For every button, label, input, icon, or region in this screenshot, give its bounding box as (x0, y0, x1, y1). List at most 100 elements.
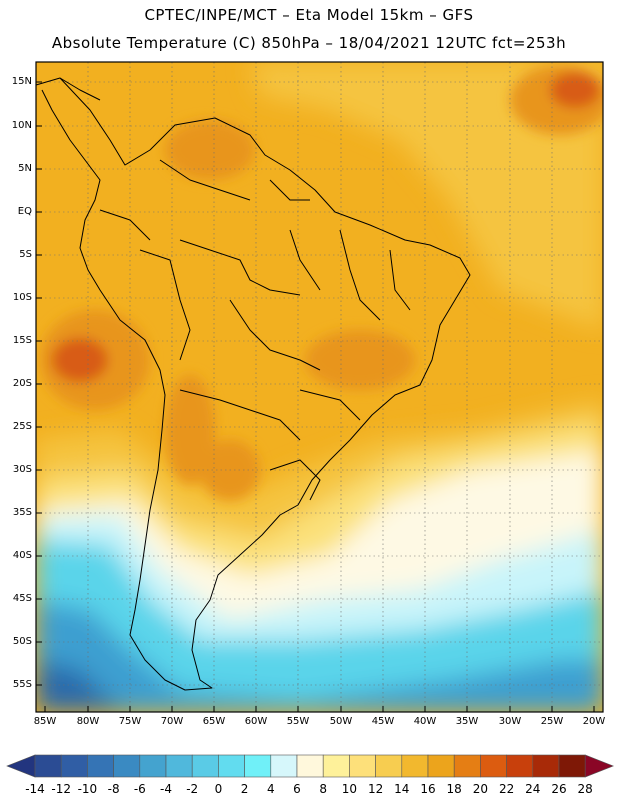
colorbar-tick-label: 10 (341, 782, 358, 796)
colorbar-swatch (453, 754, 481, 778)
colorbar-tick-label: -2 (186, 782, 199, 796)
lat-lon-grid (36, 62, 603, 712)
lat-label-5s: 5S (19, 249, 32, 260)
colorbar-swatch (480, 754, 507, 778)
colorbar-tick-label: 22 (498, 782, 515, 796)
colorbar-swatch (34, 754, 62, 778)
colorbar-tick-label: 20 (472, 782, 489, 796)
colorbar-tick-label: 24 (525, 782, 541, 796)
colorbar-tick-label: 8 (319, 782, 327, 796)
lat-label-45s: 45S (12, 593, 32, 604)
colorbar-tick-label: 12 (367, 782, 384, 796)
border-brazil-west (179, 239, 301, 296)
lat-label-35s: 35S (12, 507, 32, 518)
border-guianas (269, 179, 310, 201)
lat-label-10n: 10N (11, 120, 32, 131)
lon-label-65w: 65W (202, 716, 226, 727)
colorbar-tick-label: -4 (160, 782, 172, 796)
colorbar-swatch (296, 754, 324, 778)
colorbar-tick-label: -10 (77, 782, 98, 796)
lon-label-80w: 80W (76, 716, 100, 727)
colorbar-swatch (401, 754, 429, 778)
colorbar-swatch (349, 754, 376, 778)
lon-label-25w: 25W (540, 716, 564, 727)
border-peru-ecuador (99, 209, 151, 241)
temperature-field (36, 62, 603, 712)
lat-label-50s: 50S (12, 636, 32, 647)
lon-label-85w: 85W (33, 716, 57, 727)
colorbar-tick-label: 18 (446, 782, 462, 796)
lon-label-45w: 45W (371, 716, 395, 727)
colorbar-swatch (113, 754, 141, 778)
colorbar-tick-label: 16 (420, 782, 436, 796)
border-uruguay (269, 459, 321, 501)
colorbar-swatch (558, 754, 586, 778)
field-warm-core-venezuela (165, 120, 255, 180)
lat-label-20s: 20S (12, 378, 32, 389)
border-bolivia-paraguay (229, 299, 321, 371)
colorbar-tick-label: 2 (240, 782, 249, 796)
border-brazil-states-3 (389, 249, 411, 311)
colorbar-swatch (270, 754, 298, 778)
coastline-central-america (35, 77, 101, 101)
lon-label-30w: 30W (498, 716, 522, 727)
lon-label-50w: 50W (329, 716, 353, 727)
field-blue (36, 600, 603, 712)
colorbar-swatch (532, 754, 560, 778)
colorbar-swatch (218, 754, 245, 778)
colorbar-tick-label: 0 (214, 782, 223, 796)
colorbar-tick-label: -8 (107, 782, 120, 796)
border-colombia-venezuela (159, 159, 251, 201)
colorbar-swatch (375, 754, 403, 778)
colorbar-tick-label: -12 (51, 782, 71, 796)
colorbar-tick-label: 28 (577, 782, 593, 796)
title-line-1: CPTEC/INPE/MCT – Eta Model 15km – GFS (144, 6, 474, 24)
field-dark-blue (36, 660, 130, 712)
lon-label-70w: 70W (160, 716, 184, 727)
border-brazil-states-4 (299, 389, 361, 421)
colorbar-swatch (191, 754, 219, 778)
colorbar-tick-label: -14 (25, 782, 45, 796)
border-brazil-states-2 (289, 229, 321, 291)
border-argentina (179, 389, 301, 441)
lon-label-55w: 55W (286, 716, 310, 727)
border-andes (139, 249, 191, 361)
colorbar-tick-label: 14 (394, 782, 410, 796)
field-warm-core-andes (165, 375, 215, 485)
lat-label-10s: 10S (12, 292, 32, 303)
field-hot-core-northeast (550, 72, 600, 108)
lat-label-30s: 30S (12, 464, 32, 475)
border-brazil-states-1 (339, 229, 381, 321)
lat-label-55s: 55S (12, 679, 32, 690)
lon-label-75w: 75W (118, 716, 142, 727)
field-warm-core-brazil (305, 330, 415, 390)
lon-label-40w: 40W (413, 716, 437, 727)
coastlines (35, 77, 471, 691)
axis-ticks (36, 81, 595, 712)
colorbar-swatch (506, 754, 534, 778)
colorbar-swatch (322, 754, 350, 778)
lon-label-60w: 60W (244, 716, 268, 727)
lat-label-eq: EQ (17, 206, 32, 217)
colorbar-tick-label: 26 (551, 782, 567, 796)
lat-label-5n: 5N (18, 163, 32, 174)
map-frame (35, 61, 604, 713)
field-light-orange-north (250, 62, 603, 330)
colorbar-swatch (427, 754, 455, 778)
lon-label-20w: 20W (582, 716, 606, 727)
lat-label-15n: 15N (11, 76, 32, 87)
colorbar-tick-label: 4 (266, 782, 275, 796)
lat-label-40s: 40S (12, 550, 32, 561)
colorbar (6, 754, 615, 778)
colorbar-left-arrow (6, 754, 36, 778)
title-line-2: Absolute Temperature (C) 850hPa – 18/04/… (51, 34, 567, 52)
colorbar-swatch (60, 754, 88, 778)
colorbar-right-arrow (584, 754, 615, 778)
colorbar-swatch (139, 754, 167, 778)
lat-label-25s: 25S (12, 421, 32, 432)
lon-label-35w: 35W (455, 716, 479, 727)
field-hot-core-pacific (52, 338, 108, 382)
field-cyan (36, 540, 603, 712)
colorbar-tick-label: 6 (293, 782, 301, 796)
